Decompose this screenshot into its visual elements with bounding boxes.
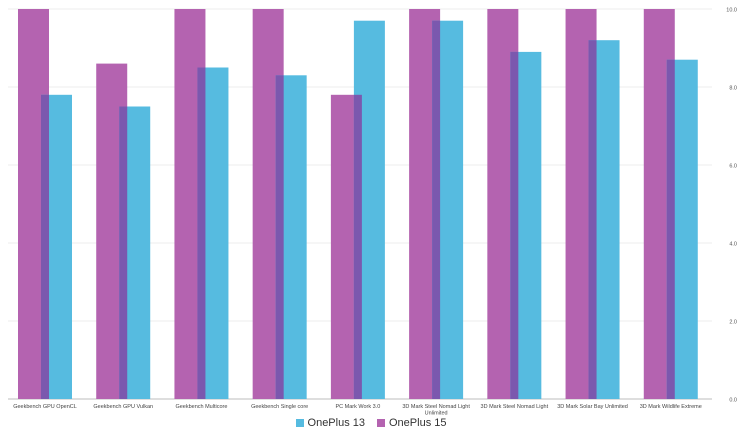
bar-overlap-3d-mark-wildlife-extreme bbox=[666, 59, 675, 399]
bar-overlap-geekbench-single-core bbox=[275, 75, 284, 400]
x-tick-label: Geekbench Multicore bbox=[175, 404, 227, 410]
bar-overlap-pc-mark-work-3-0 bbox=[353, 94, 362, 400]
legend-label-oneplus-13: OnePlus 13 bbox=[307, 417, 365, 429]
x-tick-label: Geekbench GPU Vulkan bbox=[93, 404, 153, 410]
x-tick-label: 3D Mark Steel Nomad Light Unlimited bbox=[402, 404, 470, 417]
x-tick-label: 3D Mark Steel Nomad Light bbox=[481, 404, 549, 410]
bar-overlap-3d-mark-steel-nomad-light-unlimited bbox=[432, 20, 441, 399]
y-tick-label: 0.0 bbox=[729, 398, 737, 404]
legend-label-oneplus-15: OnePlus 15 bbox=[389, 417, 447, 429]
y-tick-label: 2.0 bbox=[729, 320, 737, 326]
bar-overlap-geekbench-gpu-opencl bbox=[41, 94, 49, 400]
x-tick-label: Geekbench GPU OpenCL bbox=[13, 404, 77, 410]
legend-swatch-oneplus-15 bbox=[377, 419, 385, 427]
x-tick-label: Geekbench Single core bbox=[251, 404, 308, 410]
y-tick-label: 4.0 bbox=[729, 242, 737, 248]
bar-overlap-geekbench-multicore bbox=[197, 67, 206, 399]
y-tick-label: 10.0 bbox=[726, 8, 737, 14]
legend: OnePlus 13 OnePlus 15 bbox=[0, 417, 742, 429]
x-tick-label: 3D Mark Solar Bay Unlimited bbox=[557, 404, 628, 410]
x-tick-label: PC Mark Work 3.0 bbox=[335, 404, 380, 410]
bar-overlap-3d-mark-solar-bay-unlimited bbox=[588, 40, 597, 399]
legend-swatch-oneplus-13 bbox=[295, 419, 304, 427]
x-tick-label: 3D Mark Wildlife Extreme bbox=[640, 404, 702, 410]
legend-item-oneplus-13: OnePlus 13 bbox=[295, 417, 365, 429]
bar-overlap-3d-mark-steel-nomad-light bbox=[510, 51, 519, 400]
y-tick-label: 6.0 bbox=[729, 164, 737, 170]
y-tick-label: 8.0 bbox=[729, 86, 737, 92]
bar-overlap-geekbench-gpu-vulkan bbox=[119, 106, 128, 399]
legend-item-oneplus-15: OnePlus 15 bbox=[377, 417, 446, 429]
